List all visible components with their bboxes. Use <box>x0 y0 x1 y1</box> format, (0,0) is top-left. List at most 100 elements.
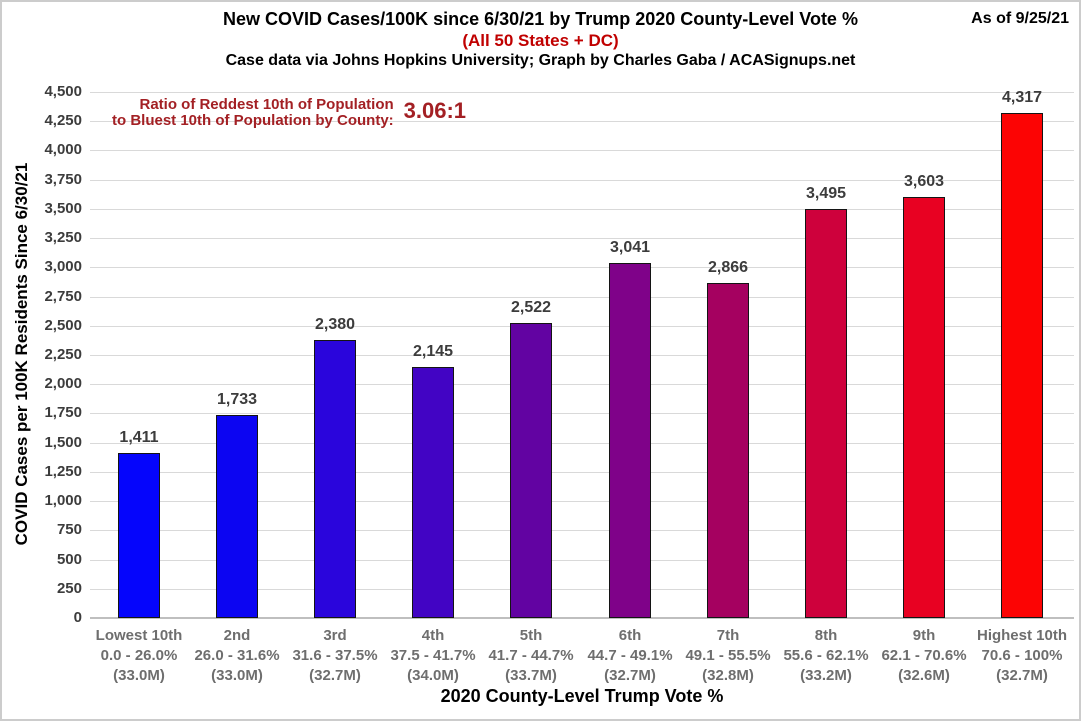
y-tick-label: 750 <box>56 521 82 539</box>
bar <box>609 263 651 618</box>
category-population: (32.6M) <box>898 667 950 684</box>
y-tick-label: 4,000 <box>44 141 82 159</box>
y-tick-label: 0 <box>73 609 82 626</box>
bar <box>118 453 160 618</box>
bar-value-label: 2,145 <box>412 343 454 360</box>
y-tick-label: 2,250 <box>44 346 82 363</box>
chart-header: New COVID Cases/100K since 6/30/21 by Tr… <box>2 8 1079 71</box>
gridline <box>90 413 1074 415</box>
y-tick-label: 2,750 <box>44 287 82 305</box>
gridline <box>90 559 1074 561</box>
category-decile: 7th <box>716 627 740 644</box>
category-decile: 8th <box>814 627 838 644</box>
y-tick-label: 1,000 <box>44 492 82 510</box>
category-vote-range: 26.0 - 31.6% <box>194 647 280 664</box>
category-population: (33.0M) <box>211 667 263 684</box>
bar <box>314 340 356 618</box>
category-population: (34.0M) <box>407 667 459 684</box>
category-vote-range: 31.6 - 37.5% <box>292 647 378 664</box>
ratio-annotation: Ratio of Reddest 10th of Population to B… <box>112 97 466 129</box>
category-population: (32.7M) <box>996 667 1048 684</box>
ratio-annotation-line1: Ratio of Reddest 10th of Population <box>139 96 394 113</box>
gridline <box>90 471 1074 473</box>
x-category-label: Lowest 10th 0.0 - 26.0% (33.0M) <box>82 626 196 686</box>
ratio-annotation-text: Ratio of Reddest 10th of Population to B… <box>112 97 394 129</box>
category-vote-range: 0.0 - 26.0% <box>100 647 178 664</box>
bar-value-label: 2,380 <box>314 316 356 333</box>
x-category-label: Highest 10th 70.6 - 100% (32.7M) <box>965 626 1079 686</box>
y-tick-label: 3,750 <box>44 170 82 188</box>
category-decile: Highest 10th <box>976 627 1067 644</box>
as-of-date: As of 9/25/21 <box>971 10 1069 27</box>
y-tick-label: 1,250 <box>44 462 82 480</box>
bar-value-label: 2,522 <box>510 299 552 316</box>
x-category-label: 2nd 26.0 - 31.6% (33.0M) <box>180 626 294 686</box>
y-axis-title: COVID Cases per 100K Residents Since 6/3… <box>12 162 31 546</box>
gridline <box>90 384 1074 386</box>
gridline <box>90 92 1074 93</box>
x-category-label: 3rd 31.6 - 37.5% (32.7M) <box>278 626 392 686</box>
bar-value-label: 3,603 <box>903 173 945 190</box>
category-population: (32.8M) <box>702 667 754 684</box>
gridline <box>90 442 1074 444</box>
x-category-label: 9th 62.1 - 70.6% (32.6M) <box>867 626 981 686</box>
bar-value-label: 1,411 <box>119 429 159 446</box>
category-vote-range: 44.7 - 49.1% <box>587 647 673 664</box>
gridline <box>90 121 1074 123</box>
bar-value-label: 3,495 <box>805 185 847 202</box>
category-vote-range: 41.7 - 44.7% <box>488 647 574 664</box>
chart-credit: Case data via Johns Hopkins University; … <box>225 52 856 69</box>
category-decile: Lowest 10th <box>95 627 183 644</box>
category-vote-range: 62.1 - 70.6% <box>881 647 967 664</box>
category-population: (32.7M) <box>309 667 361 684</box>
category-vote-range: 55.6 - 62.1% <box>783 647 869 664</box>
y-tick-label: 1,500 <box>44 433 82 451</box>
bar <box>510 323 552 618</box>
category-population: (33.7M) <box>505 667 557 684</box>
gridline <box>90 238 1074 240</box>
category-vote-range: 70.6 - 100% <box>981 647 1063 664</box>
category-decile: 3rd <box>323 627 347 644</box>
gridline <box>90 355 1074 356</box>
bar-value-label: 2,866 <box>707 259 749 276</box>
category-decile: 5th <box>519 627 543 644</box>
category-vote-range: 49.1 - 55.5% <box>685 647 771 664</box>
chart-title: New COVID Cases/100K since 6/30/21 by Tr… <box>223 9 858 29</box>
category-decile: 4th <box>421 627 445 644</box>
bar <box>216 415 258 618</box>
x-category-label: 6th 44.7 - 49.1% (32.7M) <box>573 626 687 686</box>
gridline <box>90 150 1074 152</box>
y-tick-label: 3,250 <box>44 229 82 247</box>
x-category-label: 8th 55.6 - 62.1% (33.2M) <box>769 626 883 686</box>
gridline <box>90 501 1074 503</box>
x-axis-title: 2020 County-Level Trump Vote % <box>440 686 724 706</box>
y-tick-label: 4,500 <box>44 83 82 100</box>
x-axis-line <box>90 617 1074 619</box>
category-vote-range: 37.5 - 41.7% <box>390 647 476 664</box>
x-category-label: 4th 37.5 - 41.7% (34.0M) <box>376 626 490 686</box>
x-category-label: 7th 49.1 - 55.5% (32.8M) <box>671 626 785 686</box>
bar-value-label: 3,041 <box>609 239 651 256</box>
y-tick-label: 2,000 <box>44 375 82 393</box>
category-population: (32.7M) <box>604 667 656 684</box>
bar <box>707 283 749 618</box>
bar <box>412 367 454 618</box>
ratio-annotation-line2: to Bluest 10th of Population by County: <box>112 112 394 129</box>
gridline <box>90 208 1074 210</box>
y-tick-label: 3,500 <box>44 199 82 217</box>
gridline <box>90 588 1074 590</box>
bar <box>1001 113 1043 618</box>
gridline <box>90 530 1074 532</box>
bar-value-label: 1,733 <box>216 391 258 408</box>
category-decile: 9th <box>912 627 936 644</box>
category-decile: 2nd <box>223 627 251 644</box>
category-population: (33.0M) <box>113 667 165 684</box>
gridline <box>90 296 1074 298</box>
y-tick-label: 250 <box>56 579 82 597</box>
bar <box>805 209 847 618</box>
ratio-value: 3.06:1 <box>403 98 467 123</box>
gridline <box>90 267 1074 269</box>
y-tick-label: 500 <box>56 550 82 568</box>
y-tick-label: 1,750 <box>44 404 82 422</box>
